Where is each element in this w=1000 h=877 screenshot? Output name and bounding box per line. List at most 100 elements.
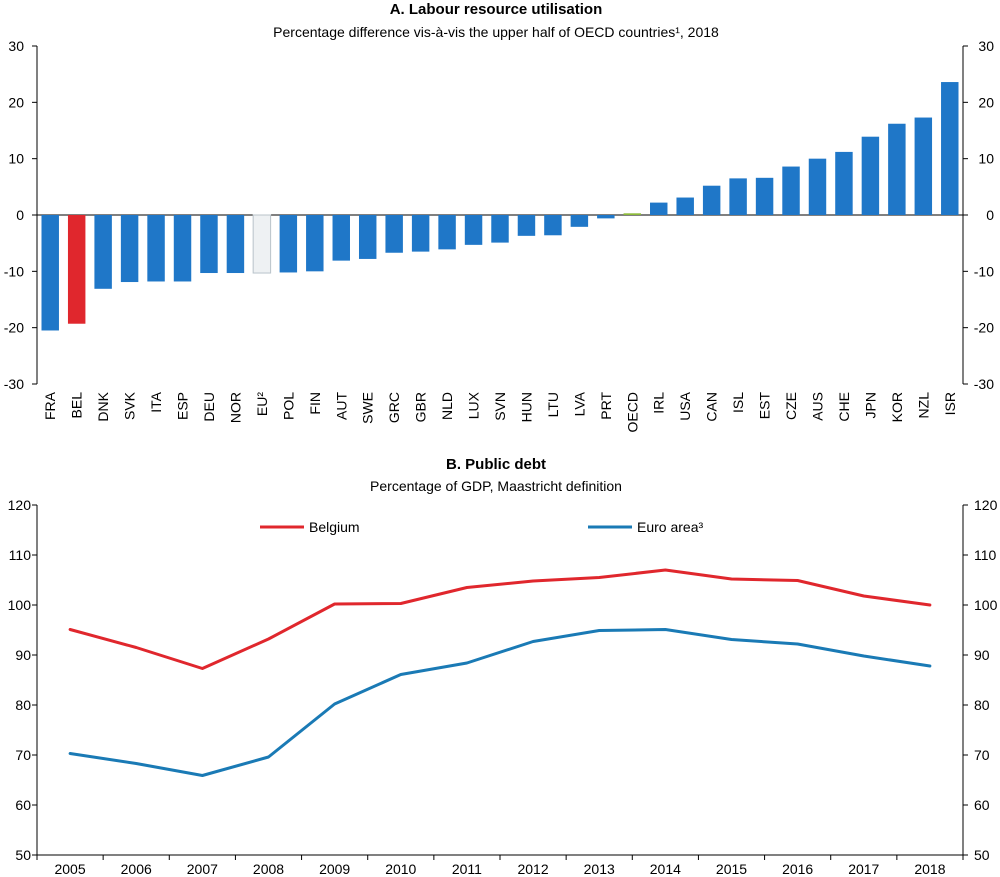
category-label: FRA bbox=[42, 391, 58, 420]
bar bbox=[861, 136, 880, 215]
category-label: POL bbox=[280, 392, 296, 420]
bar bbox=[491, 215, 509, 243]
bar bbox=[358, 215, 377, 259]
panel-b-title: B. Public debt bbox=[446, 456, 546, 473]
panel-a-category-labels: FRA BEL DNK SVK ITA ESP DEU NOR EU² POL FIN AUT SWE G… bbox=[42, 391, 958, 432]
y-tick-label-left: 30 bbox=[8, 38, 24, 54]
y-tick-label-right: 70 bbox=[974, 747, 990, 763]
y-tick-label-left: 110 bbox=[9, 547, 32, 563]
category-label: CZE bbox=[783, 392, 799, 420]
bar bbox=[888, 123, 906, 215]
y-tick-label-left: 10 bbox=[8, 151, 24, 167]
category-label: ESP bbox=[175, 392, 191, 420]
y-tick-label-right: 50 bbox=[974, 847, 990, 863]
category-label: EST bbox=[757, 392, 773, 420]
x-tick-label: 2006 bbox=[121, 861, 152, 877]
y-tick-label-left: 0 bbox=[16, 207, 24, 223]
category-label: GRC bbox=[386, 392, 402, 423]
y-tick-label-left: 70 bbox=[15, 747, 31, 763]
category-label: USA bbox=[677, 391, 693, 420]
legend-label: Belgium bbox=[309, 519, 360, 535]
category-label: SVK bbox=[122, 391, 138, 420]
y-tick-label-left: 60 bbox=[15, 797, 31, 813]
y-tick-label-left: 120 bbox=[8, 497, 32, 513]
x-tick-label: 2011 bbox=[452, 861, 482, 877]
category-label: HUN bbox=[518, 392, 534, 422]
bar bbox=[835, 151, 853, 215]
y-tick-label-right: 110 bbox=[974, 547, 997, 563]
bar bbox=[411, 215, 430, 252]
category-label: NOR bbox=[227, 392, 243, 423]
category-label: CAN bbox=[704, 392, 720, 422]
bar bbox=[914, 117, 933, 215]
category-label: CHE bbox=[836, 392, 852, 422]
category-label: JPN bbox=[862, 392, 878, 418]
category-label: DEU bbox=[201, 392, 217, 422]
x-tick-label: 2008 bbox=[253, 861, 284, 877]
x-tick-label: 2010 bbox=[385, 861, 416, 877]
panel-a-subtitle: Percentage difference vis-à-vis the uppe… bbox=[273, 24, 719, 40]
y-tick-label-right: 100 bbox=[974, 597, 998, 613]
y-tick-label-right: 20 bbox=[978, 94, 994, 110]
legend-label: Euro area³ bbox=[637, 519, 703, 535]
panel-b-lines bbox=[68, 568, 932, 777]
panel-a-axes: -30 -30 -20 -20 -10 -10 0 0 10 10 20 20 30 30 bbox=[4, 38, 994, 392]
bar bbox=[597, 215, 615, 219]
bar bbox=[464, 215, 483, 245]
bar bbox=[941, 82, 959, 215]
y-tick-label-left: 20 bbox=[8, 94, 24, 110]
category-label: AUT bbox=[333, 392, 349, 420]
bar bbox=[41, 215, 59, 331]
y-tick-label-left: 100 bbox=[8, 597, 32, 613]
x-tick-label: 2013 bbox=[584, 861, 615, 877]
bar bbox=[279, 215, 298, 273]
bar bbox=[67, 215, 86, 324]
category-label: FIN bbox=[307, 392, 323, 415]
category-label: IRL bbox=[651, 392, 667, 414]
y-tick-label-right: -30 bbox=[974, 376, 994, 392]
bar bbox=[570, 215, 589, 227]
category-label: NLD bbox=[439, 392, 455, 420]
category-label: NZL bbox=[915, 392, 931, 419]
category-label: GBR bbox=[413, 392, 429, 422]
y-tick-label-right: 30 bbox=[978, 38, 994, 54]
category-label: OECD bbox=[624, 392, 640, 432]
category-label: AUS bbox=[809, 392, 825, 421]
y-tick-label-left: 80 bbox=[15, 697, 31, 713]
bar bbox=[147, 215, 165, 282]
bar bbox=[438, 215, 456, 250]
bar bbox=[252, 214, 272, 274]
panel-a-bars bbox=[41, 82, 959, 331]
bar bbox=[226, 215, 245, 274]
bar bbox=[200, 215, 218, 274]
category-label: BEL bbox=[69, 392, 85, 419]
y-tick-label-right: 0 bbox=[986, 207, 994, 223]
bar bbox=[517, 215, 536, 236]
panel-a-labour-utilisation: A. Labour resource utilisation Percentag… bbox=[4, 1, 994, 432]
bar bbox=[332, 215, 350, 261]
panel-a-title: A. Labour resource utilisation bbox=[390, 1, 603, 18]
category-label: LVA bbox=[571, 391, 587, 416]
y-tick-label-left: -30 bbox=[4, 376, 24, 392]
y-tick-label-left: 50 bbox=[15, 847, 31, 863]
y-tick-label-left: -20 bbox=[4, 320, 24, 336]
x-tick-label: 2017 bbox=[848, 861, 879, 877]
category-label: EU² bbox=[254, 392, 270, 416]
y-tick-label-right: 90 bbox=[974, 647, 990, 663]
y-tick-label-right: 80 bbox=[974, 697, 990, 713]
bar bbox=[676, 197, 694, 215]
series-line-belgium bbox=[68, 568, 932, 670]
bar bbox=[94, 215, 112, 289]
bar bbox=[782, 166, 800, 215]
x-tick-label: 2016 bbox=[782, 861, 813, 877]
y-tick-label-left: 90 bbox=[15, 647, 31, 663]
y-tick-label-right: 10 bbox=[978, 151, 994, 167]
panel-b-axes: 50 50 60 60 70 70 80 80 90 90 100 100 110 110 120 120 20… bbox=[8, 497, 998, 877]
x-tick-label: 2018 bbox=[914, 861, 945, 877]
y-tick-label-left: -10 bbox=[4, 263, 24, 279]
series-line-euro-area- bbox=[68, 628, 932, 777]
category-label: ISR bbox=[942, 392, 958, 415]
y-tick-label-right: -10 bbox=[974, 263, 994, 279]
bar bbox=[729, 178, 747, 215]
category-label: ISL bbox=[730, 392, 746, 413]
